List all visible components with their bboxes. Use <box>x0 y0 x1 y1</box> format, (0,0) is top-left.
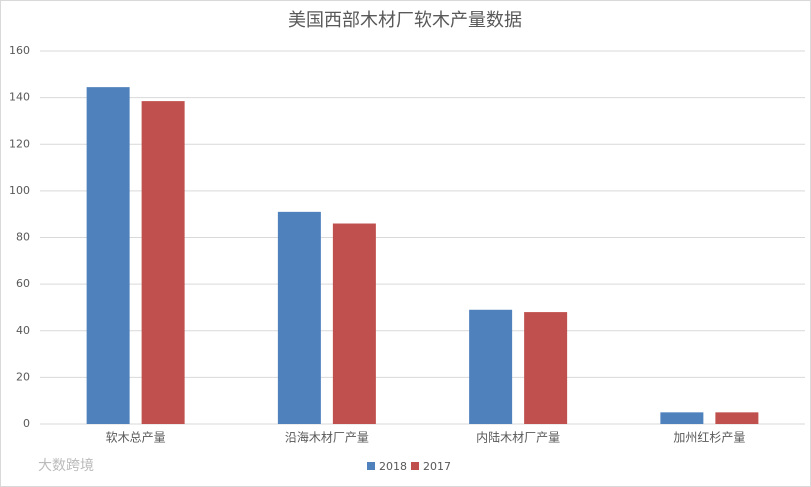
x-tick-label: 沿海木材厂产量 <box>285 430 369 445</box>
y-tick-label: 0 <box>23 417 30 430</box>
watermark: 大数跨境 <box>38 458 94 474</box>
x-tick-label: 加州红杉产量 <box>673 430 745 445</box>
y-tick-label: 100 <box>9 184 30 197</box>
x-tick-label: 内陆木材厂产量 <box>476 430 560 445</box>
y-tick-label: 120 <box>9 137 30 150</box>
y-tick-label: 60 <box>16 277 30 290</box>
y-tick-label: 140 <box>9 91 30 104</box>
bar <box>277 211 321 424</box>
legend-label: 2017 <box>423 460 451 473</box>
bar <box>332 223 376 424</box>
bar <box>524 312 568 424</box>
chart-title: 美国西部木材厂软木产量数据 <box>288 10 522 31</box>
y-tick-label: 40 <box>16 324 30 337</box>
legend-swatch <box>367 462 375 470</box>
bar <box>715 412 759 424</box>
bar <box>86 87 130 425</box>
y-tick-label: 80 <box>16 231 30 244</box>
x-tick-label: 软木总产量 <box>106 431 166 445</box>
y-tick-label: 160 <box>9 44 30 57</box>
bar <box>141 101 185 424</box>
bar <box>660 412 704 424</box>
legend-label: 2018 <box>379 460 407 473</box>
bar <box>469 309 513 424</box>
legend-swatch <box>411 462 419 470</box>
y-tick-label: 20 <box>16 370 30 383</box>
